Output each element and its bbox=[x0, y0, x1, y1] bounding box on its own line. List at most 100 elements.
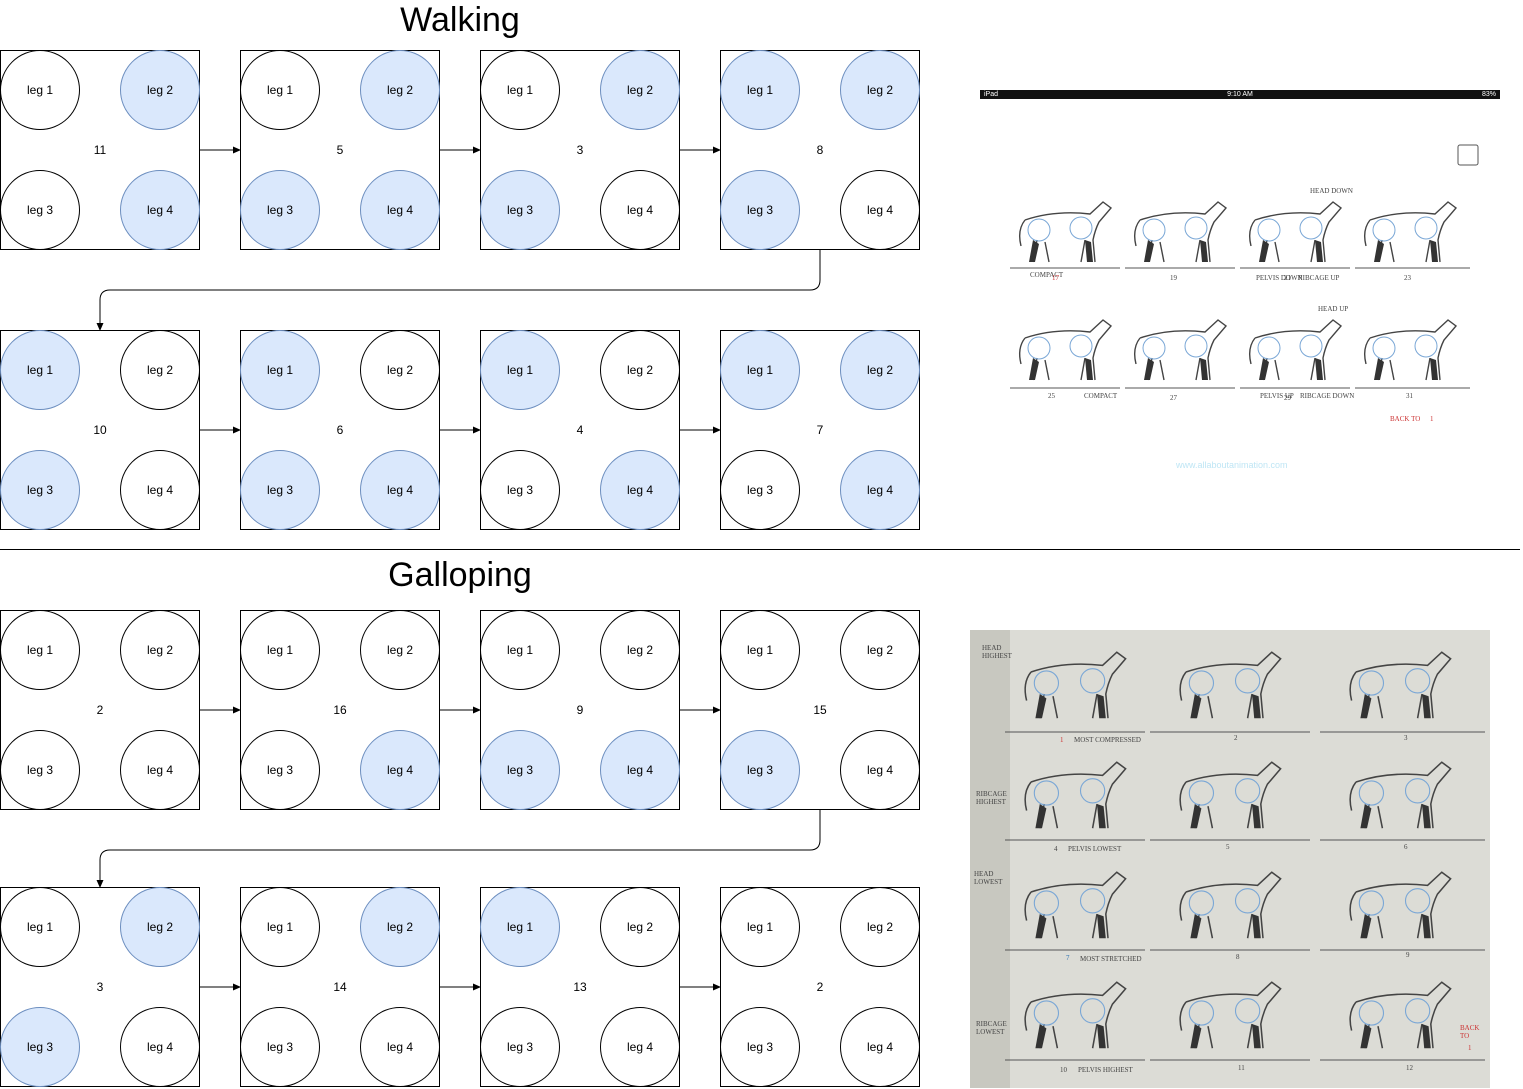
ref-label: PELVIS HIGHEST bbox=[1078, 1066, 1133, 1074]
ref-label: HEAD DOWN bbox=[1310, 187, 1353, 195]
walking-frame: 5 leg 1 leg 2 leg 3 leg 4 bbox=[240, 50, 440, 250]
leg-circle: leg 3 bbox=[720, 1007, 800, 1087]
horse-sketch bbox=[1349, 761, 1452, 829]
horse-sketch bbox=[1363, 201, 1458, 263]
leg-circle: leg 1 bbox=[0, 887, 80, 967]
ref-label: 4 bbox=[1054, 845, 1058, 853]
leg-circle: leg 4 bbox=[840, 730, 920, 810]
galloping-frame: 3 leg 1 leg 2 leg 3 leg 4 bbox=[0, 887, 200, 1087]
horse-sketch bbox=[1363, 319, 1458, 381]
leg-circle: leg 1 bbox=[240, 887, 320, 967]
leg-circle: leg 2 bbox=[840, 887, 920, 967]
leg-circle: leg 1 bbox=[0, 50, 80, 130]
walking-frame: 6 leg 1 leg 2 leg 3 leg 4 bbox=[240, 330, 440, 530]
galloping-frame: 2 leg 1 leg 2 leg 3 leg 4 bbox=[720, 887, 920, 1087]
leg-circle: leg 4 bbox=[120, 730, 200, 810]
ref-label: 25 bbox=[1048, 392, 1055, 400]
leg-circle: leg 3 bbox=[480, 730, 560, 810]
leg-circle: leg 2 bbox=[840, 50, 920, 130]
leg-circle: leg 2 bbox=[360, 887, 440, 967]
ref-label: 8 bbox=[1236, 953, 1240, 961]
galloping-title: Galloping bbox=[388, 556, 532, 594]
ref-label: HEAD LOWEST bbox=[974, 870, 1003, 886]
ipad-label: iPad bbox=[984, 91, 999, 98]
frame-count: 10 bbox=[93, 423, 107, 437]
leg-circle: leg 2 bbox=[840, 330, 920, 410]
horse-sketch bbox=[1024, 761, 1127, 829]
galloping-frame: 14 leg 1 leg 2 leg 3 leg 4 bbox=[240, 887, 440, 1087]
frame-count: 16 bbox=[333, 703, 347, 717]
frame-count: 9 bbox=[576, 703, 584, 717]
walking-horse-sketches bbox=[1010, 144, 1479, 389]
ref-label: 2 bbox=[1234, 734, 1238, 742]
ref-label: 31 bbox=[1406, 392, 1413, 400]
horse-sketch bbox=[1349, 981, 1452, 1049]
ref-label: 27 bbox=[1170, 394, 1177, 402]
leg-circle: leg 2 bbox=[120, 887, 200, 967]
leg-circle: leg 1 bbox=[0, 610, 80, 690]
leg-circle: leg 1 bbox=[0, 330, 80, 410]
leg-circle: leg 4 bbox=[600, 730, 680, 810]
leg-circle: leg 3 bbox=[240, 730, 320, 810]
ref-label: RIBCAGE LOWEST bbox=[976, 1020, 1007, 1036]
leg-circle: leg 1 bbox=[240, 330, 320, 410]
horse-sketch bbox=[1018, 201, 1113, 263]
ipad-time: 9:10 AM bbox=[1227, 91, 1253, 98]
horse-sketch bbox=[1248, 201, 1343, 263]
horse-sketch bbox=[1179, 981, 1282, 1049]
galloping-frame: 9 leg 1 leg 2 leg 3 leg 4 bbox=[480, 610, 680, 810]
leg-circle: leg 1 bbox=[480, 330, 560, 410]
ref-label: PELVIS UP bbox=[1260, 392, 1294, 400]
leg-circle: leg 4 bbox=[600, 170, 680, 250]
leg-circle: leg 3 bbox=[720, 450, 800, 530]
ref-label: 5 bbox=[1226, 843, 1230, 851]
horse-sketch bbox=[1349, 651, 1452, 719]
frame-count: 3 bbox=[96, 980, 104, 994]
galloping-horse-sketches bbox=[970, 630, 1485, 1088]
ref-label: 21 bbox=[1284, 274, 1291, 282]
ref-label: 19 bbox=[1170, 274, 1177, 282]
leg-circle: leg 1 bbox=[240, 610, 320, 690]
frame-count: 15 bbox=[813, 703, 827, 717]
frame-count: 14 bbox=[333, 980, 347, 994]
leg-circle: leg 3 bbox=[480, 450, 560, 530]
leg-circle: leg 4 bbox=[360, 450, 440, 530]
leg-circle: leg 4 bbox=[600, 1007, 680, 1087]
walking-title: Walking bbox=[400, 1, 520, 39]
walking-reference-image: iPad 9:10 AM 83% HEAD DOWN COMPACT 17 19… bbox=[980, 90, 1500, 480]
frame-count: 7 bbox=[816, 423, 824, 437]
ref-label: MOST STRETCHED bbox=[1080, 955, 1142, 963]
leg-circle: leg 4 bbox=[360, 1007, 440, 1087]
frame-count: 5 bbox=[336, 143, 344, 157]
leg-circle: leg 4 bbox=[840, 1007, 920, 1087]
ref-label: HEAD UP bbox=[1318, 305, 1349, 313]
ref-label: 6 bbox=[1404, 843, 1408, 851]
leg-circle: leg 1 bbox=[720, 887, 800, 967]
ref-label: 1 bbox=[1060, 736, 1064, 744]
ref-label: PELVIS DOWN bbox=[1256, 274, 1303, 282]
ref-label: RIBCAGE DOWN bbox=[1300, 392, 1355, 400]
horse-sketch bbox=[1024, 981, 1127, 1049]
ref-label: RIBCAGE UP bbox=[1298, 274, 1340, 282]
leg-circle: leg 3 bbox=[720, 730, 800, 810]
leg-circle: leg 2 bbox=[120, 50, 200, 130]
leg-circle: leg 2 bbox=[360, 610, 440, 690]
ref-label: PELVIS LOWEST bbox=[1068, 845, 1122, 853]
leg-circle: leg 2 bbox=[120, 610, 200, 690]
ref-label: BACK TO bbox=[1460, 1024, 1480, 1040]
galloping-frame: 13 leg 1 leg 2 leg 3 leg 4 bbox=[480, 887, 680, 1087]
galloping-frame: 16 leg 1 leg 2 leg 3 leg 4 bbox=[240, 610, 440, 810]
ref-label: 23 bbox=[1404, 274, 1411, 282]
horse-sketch bbox=[1179, 761, 1282, 829]
row-wrap-arrow bbox=[96, 810, 821, 888]
leg-circle: leg 2 bbox=[600, 50, 680, 130]
leg-circle: leg 1 bbox=[480, 887, 560, 967]
leg-circle: leg 2 bbox=[360, 50, 440, 130]
ref-label: 10 bbox=[1060, 1066, 1067, 1074]
frame-count: 8 bbox=[816, 143, 824, 157]
leg-circle: leg 4 bbox=[120, 450, 200, 530]
leg-circle: leg 4 bbox=[120, 170, 200, 250]
leg-circle: leg 1 bbox=[240, 50, 320, 130]
frame-count: 3 bbox=[576, 143, 584, 157]
horse-sketch bbox=[1179, 651, 1282, 719]
